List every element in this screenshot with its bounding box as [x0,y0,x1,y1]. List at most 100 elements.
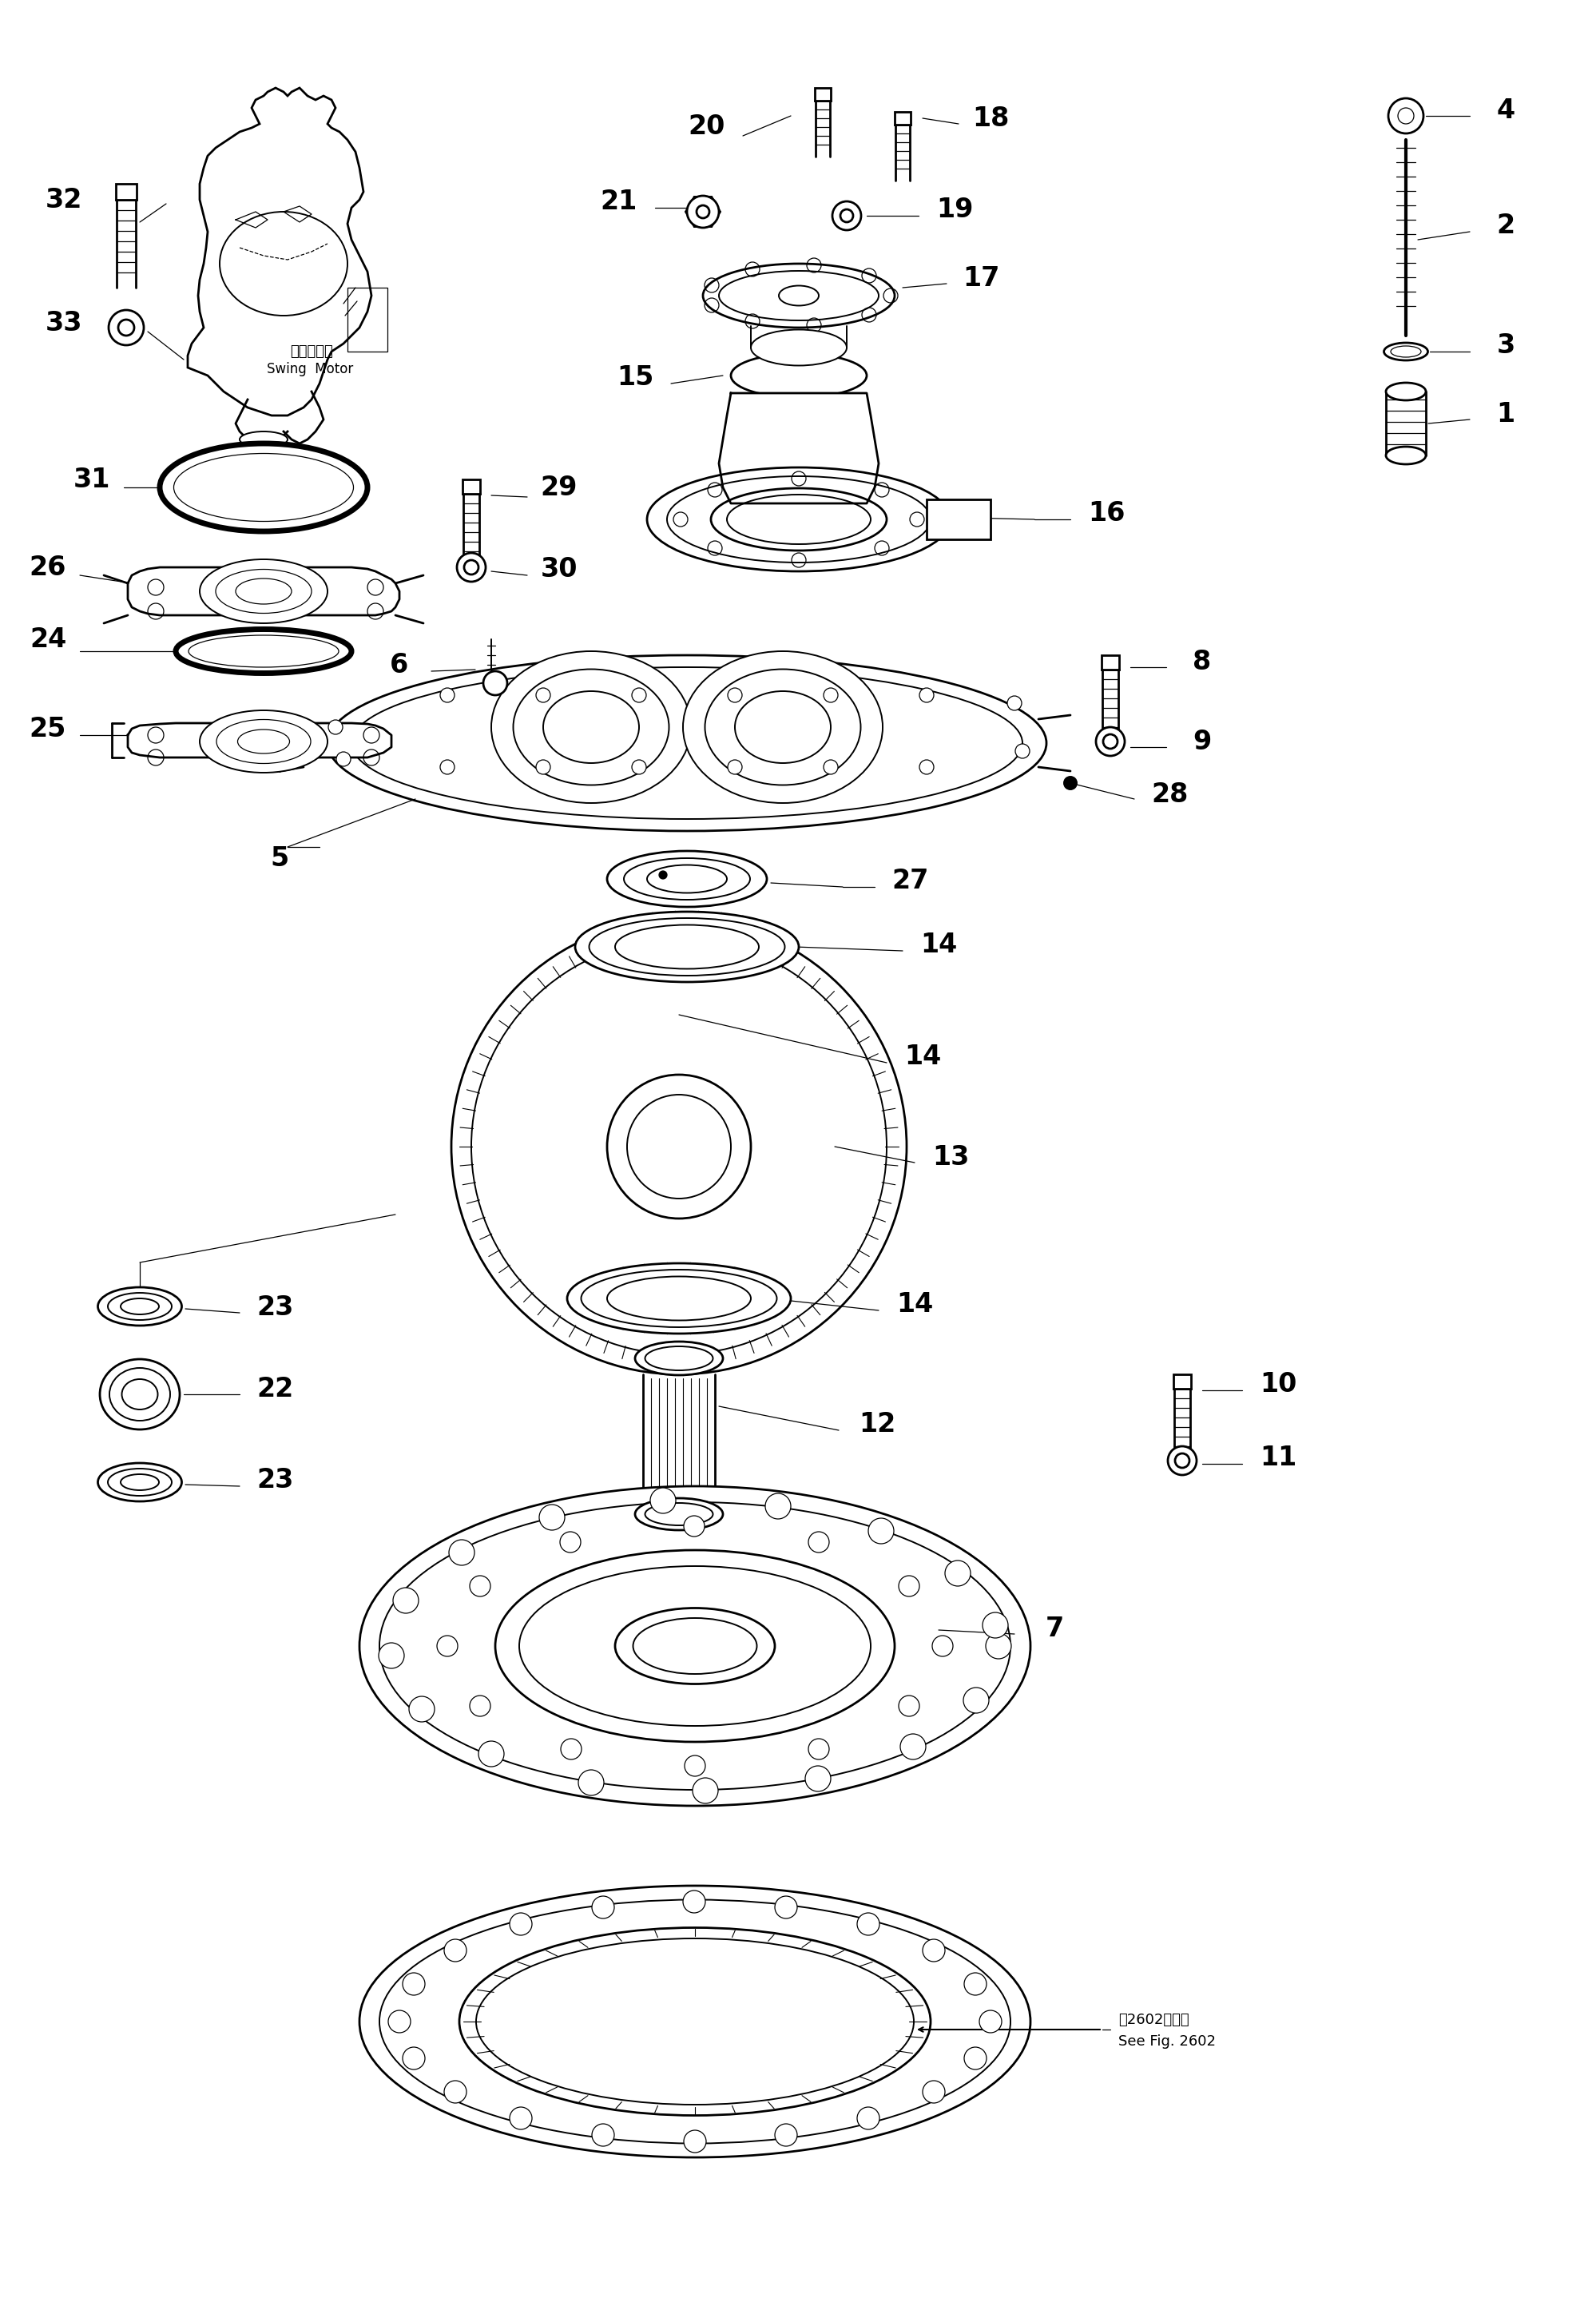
Text: See Fig. 2602: See Fig. 2602 [1119,2034,1216,2048]
Circle shape [484,671,508,694]
Text: 29: 29 [541,475,578,500]
Circle shape [857,1914,879,1935]
Ellipse shape [97,1462,182,1501]
Circle shape [536,761,551,775]
Circle shape [479,1741,504,1766]
Ellipse shape [1385,447,1425,464]
Circle shape [824,687,838,703]
Circle shape [118,321,134,337]
Circle shape [539,1504,565,1531]
Circle shape [440,687,455,703]
Circle shape [329,719,343,733]
Bar [1173,1374,1191,1388]
Bar [927,500,991,540]
Text: 32: 32 [45,187,83,212]
Circle shape [632,687,646,703]
Ellipse shape [710,489,887,551]
Ellipse shape [1385,383,1425,401]
Bar [895,113,911,125]
Ellipse shape [702,263,895,327]
Circle shape [693,1778,718,1803]
Text: 27: 27 [892,867,929,895]
Text: 21: 21 [600,189,637,214]
Circle shape [402,1974,425,1995]
Ellipse shape [606,851,766,906]
Circle shape [1007,696,1021,710]
Circle shape [841,210,854,221]
Text: 4: 4 [1497,97,1515,125]
Ellipse shape [731,482,867,526]
Ellipse shape [750,330,847,367]
Circle shape [899,1695,919,1716]
Circle shape [983,1612,1009,1637]
Text: 14: 14 [921,932,958,959]
Text: 23: 23 [257,1467,294,1494]
Circle shape [1065,777,1077,789]
Text: 15: 15 [616,364,654,390]
Text: 24: 24 [29,625,67,653]
Text: 10: 10 [1259,1372,1296,1397]
Ellipse shape [200,560,327,623]
Circle shape [606,1075,750,1218]
Circle shape [388,2011,410,2032]
Circle shape [919,761,934,775]
Polygon shape [188,88,372,415]
Ellipse shape [327,655,1047,830]
Circle shape [964,2048,986,2068]
Circle shape [980,2011,1002,2032]
Circle shape [448,1540,474,1566]
Circle shape [728,687,742,703]
Text: 16: 16 [1088,500,1125,526]
Circle shape [437,1635,458,1656]
Circle shape [932,1635,953,1656]
Circle shape [683,2131,705,2151]
Ellipse shape [683,650,883,802]
Polygon shape [128,724,391,756]
Ellipse shape [101,1358,180,1430]
Circle shape [809,1739,830,1759]
Circle shape [964,1974,986,1995]
Ellipse shape [1384,344,1428,360]
Circle shape [919,687,934,703]
Ellipse shape [359,1485,1031,1806]
Circle shape [945,1561,970,1587]
Circle shape [578,1769,603,1796]
Text: 1: 1 [1497,401,1515,427]
Circle shape [683,1515,704,1536]
Circle shape [728,761,742,775]
Circle shape [109,309,144,346]
Circle shape [1175,1453,1189,1469]
Circle shape [592,1896,614,1919]
Text: Swing  Motor: Swing Motor [267,362,353,376]
Ellipse shape [239,431,287,447]
Ellipse shape [97,1287,182,1326]
Ellipse shape [731,353,867,397]
Text: 8: 8 [1192,648,1211,676]
Bar [117,184,137,201]
Circle shape [833,201,862,231]
Circle shape [444,2080,466,2103]
Circle shape [868,1517,894,1543]
Circle shape [696,205,709,219]
Text: 13: 13 [932,1144,969,1169]
Circle shape [686,196,718,228]
Text: 20: 20 [688,113,726,138]
Circle shape [774,1896,796,1919]
Ellipse shape [160,443,367,530]
Text: 11: 11 [1259,1446,1296,1471]
Circle shape [809,1531,830,1552]
Circle shape [683,1891,705,1914]
Circle shape [509,2108,531,2128]
Circle shape [900,1734,926,1759]
Circle shape [986,1633,1012,1658]
Circle shape [857,2108,879,2128]
Circle shape [509,1914,531,1935]
Ellipse shape [492,650,691,802]
Circle shape [659,872,667,879]
Text: 26: 26 [29,553,67,581]
Circle shape [632,761,646,775]
Circle shape [685,1755,705,1776]
Circle shape [824,761,838,775]
Text: 第2602図参照: 第2602図参照 [1119,2013,1189,2027]
Text: 14: 14 [895,1291,934,1319]
